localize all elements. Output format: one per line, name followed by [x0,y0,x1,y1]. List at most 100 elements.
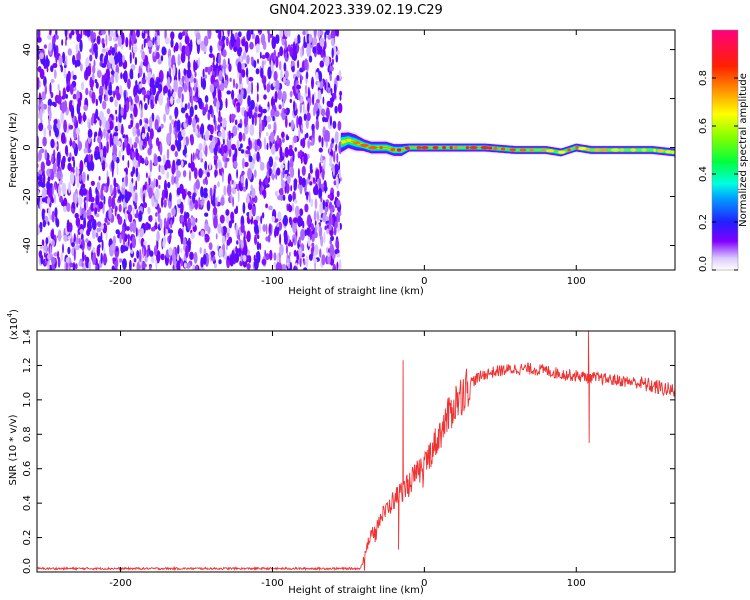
noise-speck [80,184,83,194]
noise-speck [204,145,208,157]
noise-speck [66,73,69,85]
noise-speck [238,81,244,90]
noise-speck [296,42,299,54]
noise-speck [220,143,225,157]
noise-speck [86,30,91,38]
noise-speck [230,33,235,46]
noise-speck [122,258,127,270]
noise-speck [220,196,225,206]
noise-speck [180,248,183,254]
noise-speck [47,51,53,56]
noise-speck [274,110,280,117]
noise-speck [320,154,323,164]
noise-speck [171,175,175,185]
noise-speck [331,38,335,47]
noise-speck [227,30,230,37]
noise-speck [264,249,267,258]
noise-speck [60,111,65,124]
noise-speck [274,228,277,238]
noise-speck [279,244,284,256]
band-peak [454,146,458,150]
noise-speck [52,162,57,174]
noise-speck [41,91,46,101]
snr-series [37,331,675,572]
noise-speck [225,215,230,224]
noise-speck [329,243,335,257]
noise-speck [308,191,311,203]
noise-speck [213,55,215,63]
noise-speck [301,165,306,176]
noise-speck [164,30,167,40]
noise-speck [116,163,119,176]
band-peak [360,143,369,147]
noise-speck [95,145,99,153]
noise-speck [223,66,226,76]
noise-speck [187,60,191,71]
noise-speck [143,54,149,67]
noise-speck [63,100,68,112]
noise-speck [66,85,71,93]
noise-speck [115,109,118,115]
noise-speck [275,55,279,68]
noise-speck [277,195,282,201]
noise-speck [195,264,198,270]
noise-speck [58,153,61,164]
noise-speck [332,120,337,129]
noise-speck [127,78,131,90]
noise-speck [248,155,253,163]
noise-speck [290,185,293,192]
noise-speckle [37,30,343,270]
noise-speck [95,98,99,107]
noise-speck [279,146,283,158]
noise-speck [77,134,80,146]
noise-speck [225,209,230,216]
noise-speck [84,30,88,37]
noise-speck [237,123,242,128]
snr-y-tick-label: 1.2 [22,357,33,373]
noise-speck [334,131,339,144]
noise-speck [136,30,140,38]
noise-speck [163,217,167,228]
noise-speck [107,176,110,188]
noise-speck [138,155,141,168]
noise-speck [97,70,102,79]
noise-speck [225,97,228,109]
noise-speck [132,126,137,137]
noise-speck [265,203,268,209]
noise-speck [307,141,310,148]
noise-speck [169,115,173,121]
noise-speck [184,212,190,219]
noise-speck [242,132,246,142]
band-peak [630,148,636,152]
noise-speck [304,84,308,94]
noise-speck [315,119,320,131]
noise-speck [150,99,153,106]
noise-speck [88,186,92,199]
noise-speck [149,116,153,129]
noise-speck [100,192,104,201]
noise-speck [194,199,199,210]
noise-speck [151,195,155,208]
noise-speck [189,170,191,182]
noise-speck [159,218,163,229]
noise-speck [121,123,124,136]
noise-speck [318,135,322,143]
noise-speck [140,228,144,237]
noise-speck [208,53,214,58]
noise-speck [60,252,63,262]
noise-speck [103,127,107,139]
noise-speck [163,199,167,208]
noise-speck [114,206,117,217]
noise-speck [69,231,72,239]
noise-speck [123,219,126,227]
noise-speck [288,148,294,157]
noise-speck [63,68,67,79]
noise-speck [218,161,223,170]
noise-speck [129,51,132,64]
noise-speck [123,70,128,83]
noise-speck [74,263,78,270]
noise-speck [303,260,306,266]
noise-speck [150,226,156,232]
noise-speck [98,201,104,210]
noise-speck [125,246,129,251]
